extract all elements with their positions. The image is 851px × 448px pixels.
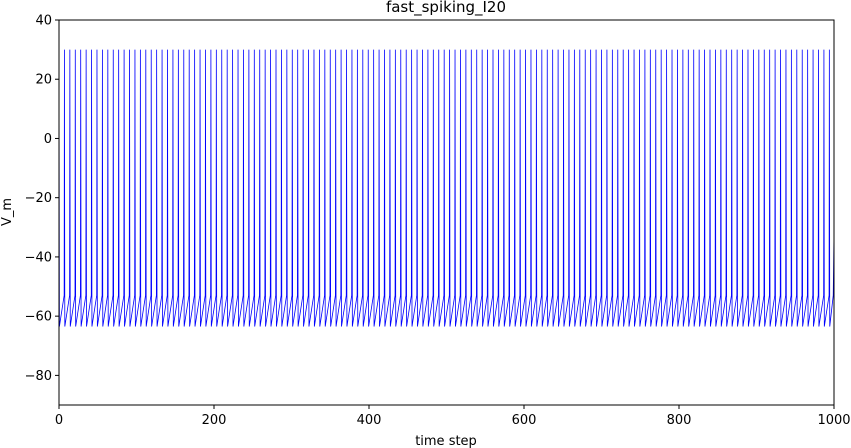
y-axis: −80 −60 −40 −20 0 20 40 [25, 14, 59, 384]
x-tick-label: 0 [55, 413, 63, 428]
y-tick-label: 40 [35, 14, 52, 29]
y-tick-label: 20 [35, 73, 52, 88]
series-layer [59, 49, 834, 327]
x-tick-label: 200 [202, 413, 227, 428]
y-tick-label: −80 [25, 369, 52, 384]
y-tick-label: −40 [25, 250, 52, 265]
series-line [59, 49, 834, 327]
x-axis-title: time step [415, 434, 477, 448]
y-axis-title: V_m [0, 198, 15, 226]
y-tick-label: 0 [44, 132, 52, 147]
y-tick-label: −60 [25, 310, 52, 325]
plot-frame [58, 19, 835, 406]
x-tick-label: 1000 [817, 413, 850, 428]
chart-title: fast_spiking_I20 [386, 0, 506, 17]
x-tick-label: 600 [512, 413, 537, 428]
x-axis: 0 200 400 600 800 1000 [55, 405, 851, 428]
x-tick-label: 800 [667, 413, 692, 428]
y-tick-label: −20 [25, 191, 52, 206]
x-tick-label: 400 [357, 413, 382, 428]
